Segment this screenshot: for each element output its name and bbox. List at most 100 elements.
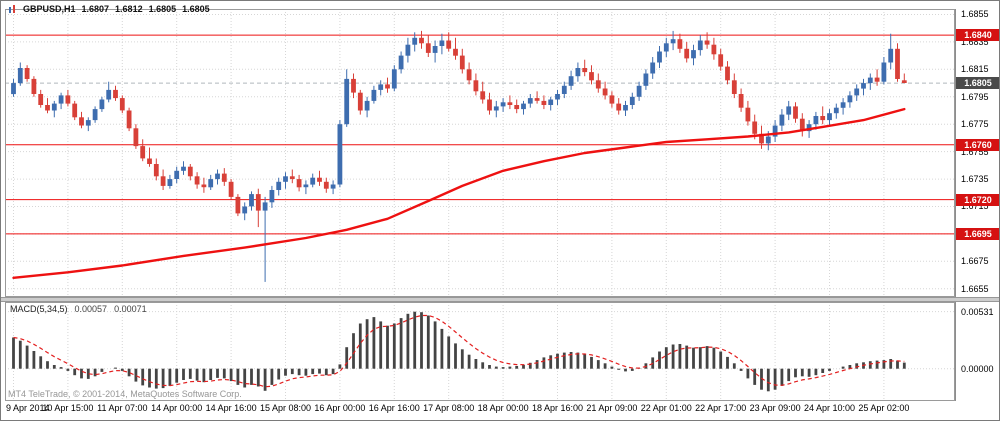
time-label: 22 Apr 17:00: [695, 403, 747, 413]
macd-signal-line[interactable]: [13, 314, 905, 388]
candle: [439, 40, 445, 46]
candle: [72, 103, 78, 118]
candle: [541, 100, 547, 105]
time-axis[interactable]: 9 Apr 2014 10 Apr 15:00 11 Apr 07:00 14 Apr…: [5, 403, 955, 419]
time-label: 16 Apr 16:00: [368, 403, 420, 413]
time-label: 15 Apr 08:00: [259, 403, 312, 413]
candle: [691, 50, 696, 59]
candle: [854, 88, 860, 96]
candle: [602, 88, 608, 96]
time-label: 25 Apr 02:00: [858, 403, 910, 413]
candle: [799, 118, 805, 131]
candle: [582, 68, 588, 73]
candle: [330, 184, 336, 189]
candle: [480, 91, 486, 100]
candle: [779, 114, 785, 126]
macd-tick-label: 0.00000: [961, 363, 994, 374]
candle: [337, 124, 343, 185]
time-label: 18 Apr 00:00: [477, 403, 529, 413]
time-label: 16 Apr 00:00: [314, 403, 366, 413]
candle: [793, 106, 798, 119]
candle: [289, 176, 295, 179]
candle: [51, 103, 57, 111]
candle: [140, 146, 146, 159]
candle: [364, 100, 370, 111]
candle: [106, 89, 112, 100]
macd-name: MACD(5,34,5): [10, 304, 68, 314]
candle: [181, 166, 186, 171]
candle: [697, 40, 703, 51]
price-axis[interactable]: 1.6855 1.6835 1.6815 1.6795 1.6775 1.6755 1.67…: [956, 1, 999, 420]
candle: [208, 179, 214, 188]
candle: [215, 173, 220, 180]
candle: [262, 202, 268, 211]
candle: [126, 110, 132, 129]
level-price-badge: 1.6695: [956, 227, 999, 240]
candle: [827, 113, 832, 121]
candle: [419, 37, 424, 44]
candle: [738, 94, 744, 108]
candle: [201, 184, 207, 188]
price-tick-label: 1.6815: [961, 64, 989, 75]
candle: [391, 69, 397, 89]
candle: [255, 194, 261, 211]
candle: [473, 80, 479, 92]
candle: [249, 194, 254, 207]
candle: [58, 95, 64, 104]
time-label: 9 Apr 2014: [6, 403, 50, 413]
candle: [704, 40, 710, 45]
candle: [731, 80, 737, 94]
candle: [745, 107, 751, 122]
candle: [385, 84, 390, 89]
price-tick-label: 1.6675: [961, 256, 989, 267]
ohlc-readout: GBPUSD,H1 1.6807 1.6812 1.6805 1.6805: [8, 4, 210, 14]
level-price-badge: 1.6760: [956, 138, 999, 151]
close-value: 1.6805: [182, 4, 210, 14]
candle: [589, 72, 594, 81]
candle: [718, 54, 724, 67]
candle: [466, 69, 472, 81]
candle: [888, 48, 894, 63]
candle: [555, 94, 560, 100]
ma-line[interactable]: [12, 107, 906, 279]
panel-resize-handle[interactable]: [1, 297, 999, 302]
candle: [113, 89, 118, 99]
level-price-badge: 1.6720: [956, 193, 999, 206]
price-plot[interactable]: [5, 9, 955, 297]
candle: [276, 181, 282, 190]
candle: [92, 109, 98, 121]
candle: [895, 48, 900, 79]
macd-plot[interactable]: [5, 302, 955, 401]
candle: [847, 95, 853, 103]
macd-plot-frame: [5, 302, 955, 401]
time-label: 11 Apr 07:00: [97, 403, 148, 413]
candle: [242, 206, 248, 214]
symbol-timeframe-label: GBPUSD,H1: [23, 4, 76, 14]
price-chart-panel[interactable]: [5, 9, 955, 297]
candle: [840, 102, 846, 108]
time-label: 14 Apr 16:00: [205, 403, 257, 413]
candle: [344, 78, 350, 125]
candle: [296, 179, 302, 188]
candle: [752, 121, 758, 134]
macd-panel[interactable]: [5, 302, 955, 401]
candle: [160, 176, 166, 186]
macd-signal-value: 0.00071: [114, 304, 147, 314]
time-label: 21 Apr 09:00: [586, 403, 638, 413]
candle: [548, 99, 554, 105]
candle: [657, 51, 662, 63]
time-label: 24 Apr 10:00: [803, 403, 856, 413]
candle: [24, 68, 30, 79]
low-value: 1.6805: [148, 4, 177, 14]
price-tick-label: 1.6735: [961, 174, 989, 185]
macd-gridlines: [5, 302, 955, 401]
candle: [663, 43, 669, 52]
candle: [153, 164, 159, 177]
candle: [759, 133, 764, 144]
candle: [119, 98, 125, 111]
candle: [45, 105, 50, 111]
candle: [568, 76, 574, 86]
macd-histogram: [12, 311, 906, 392]
candle: [99, 99, 105, 110]
